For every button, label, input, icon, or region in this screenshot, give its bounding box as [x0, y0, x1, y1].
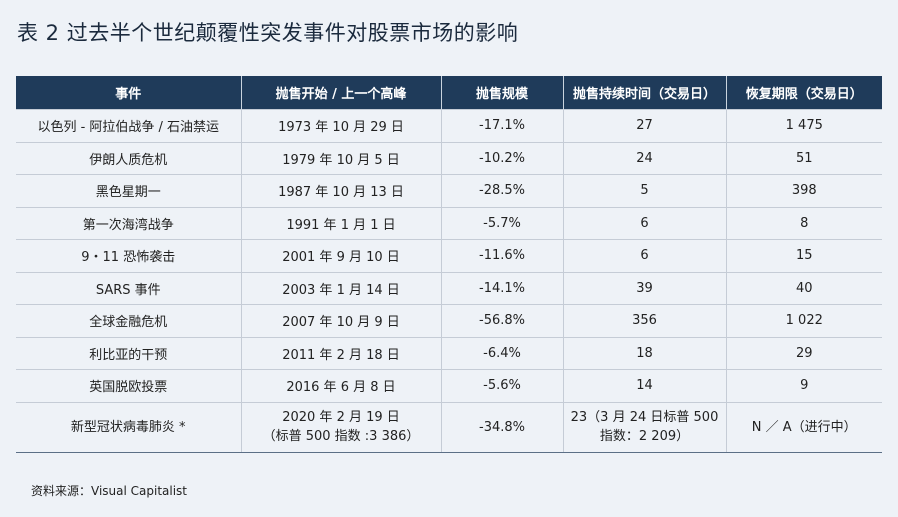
cell-scale: -10.2%: [440, 141, 563, 175]
cell-duration: 356: [562, 304, 726, 337]
cell-duration: 5: [562, 174, 726, 207]
cell-start: 2016 年 6 月 8 日: [240, 369, 441, 402]
table-header: 事件 抛售开始 / 上一个高峰 抛售规模 抛售持续时间（交易日） 恢复期限（交易…: [16, 76, 882, 110]
header-duration: 抛售持续时间（交易日）: [562, 76, 726, 110]
table-row: 9・11 恐怖袭击 2001 年 9 月 10 日 -11.6% 6 15: [16, 239, 882, 272]
cell-event: SARS 事件: [16, 271, 241, 305]
header-scale: 抛售规模: [440, 76, 563, 110]
table-body: 以色列 - 阿拉伯战争 / 石油禁运 1973 年 10 月 29 日 -17.…: [16, 109, 882, 453]
cell-duration: 39: [562, 271, 726, 305]
cell-scale: -5.6%: [440, 369, 563, 402]
impact-table: 事件 抛售开始 / 上一个高峰 抛售规模 抛售持续时间（交易日） 恢复期限（交易…: [16, 76, 882, 453]
cell-duration-line1: 23（3 月 24 日标普 500: [570, 410, 719, 425]
table-row: 利比亚的干预 2011 年 2 月 18 日 -6.4% 18 29: [16, 336, 882, 370]
cell-duration: 18: [562, 336, 726, 370]
cell-event: 9・11 恐怖袭击: [16, 239, 241, 272]
cell-event: 英国脱欧投票: [16, 369, 241, 402]
header-event: 事件: [16, 76, 241, 110]
cell-recovery: 8: [725, 206, 882, 240]
table-row: SARS 事件 2003 年 1 月 14 日 -14.1% 39 40: [16, 271, 882, 305]
cell-scale: -6.4%: [440, 336, 563, 370]
cell-start: 1987 年 10 月 13 日: [240, 174, 441, 207]
cell-scale: -56.8%: [440, 304, 563, 337]
header-row: 事件 抛售开始 / 上一个高峰 抛售规模 抛售持续时间（交易日） 恢复期限（交易…: [16, 76, 882, 110]
cell-recovery: N ／ A（进行中）: [725, 401, 882, 453]
cell-recovery: 9: [725, 369, 882, 402]
cell-scale: -17.1%: [440, 109, 563, 142]
cell-scale: -11.6%: [440, 239, 563, 272]
cell-start: 2011 年 2 月 18 日: [240, 336, 441, 370]
source-note: 资料来源：Visual Capitalist: [31, 484, 188, 498]
cell-recovery: 15: [725, 239, 882, 272]
cell-start: 1979 年 10 月 5 日: [240, 141, 441, 175]
cell-scale: -14.1%: [440, 271, 563, 305]
table-title: 表 2 过去半个世纪颠覆性突发事件对股票市场的影响: [17, 21, 519, 45]
table-row: 英国脱欧投票 2016 年 6 月 8 日 -5.6% 14 9: [16, 369, 882, 402]
cell-recovery: 1 022: [725, 304, 882, 337]
cell-start: 2001 年 9 月 10 日: [240, 239, 441, 272]
table-row: 第一次海湾战争 1991 年 1 月 1 日 -5.7% 6 8: [16, 206, 882, 240]
cell-start: 2020 年 2 月 19 日 （标普 500 指数 :3 386）: [240, 401, 441, 453]
cell-event: 利比亚的干预: [16, 336, 241, 370]
cell-duration: 24: [562, 141, 726, 175]
events-table: 事件 抛售开始 / 上一个高峰 抛售规模 抛售持续时间（交易日） 恢复期限（交易…: [16, 76, 882, 453]
cell-start-line1: 2020 年 2 月 19 日: [282, 410, 400, 425]
cell-duration: 23（3 月 24 日标普 500 指数：2 209）: [562, 401, 726, 453]
cell-duration: 14: [562, 369, 726, 402]
cell-event: 伊朗人质危机: [16, 141, 241, 175]
cell-recovery: 1 475: [725, 109, 882, 142]
cell-recovery: 51: [725, 141, 882, 175]
cell-start: 1991 年 1 月 1 日: [240, 206, 441, 240]
cell-start: 2003 年 1 月 14 日: [240, 271, 441, 305]
header-recovery: 恢复期限（交易日）: [725, 76, 882, 110]
cell-duration: 6: [562, 206, 726, 240]
cell-duration: 6: [562, 239, 726, 272]
table-row: 以色列 - 阿拉伯战争 / 石油禁运 1973 年 10 月 29 日 -17.…: [16, 109, 882, 142]
cell-scale: -28.5%: [440, 174, 563, 207]
table-row: 黑色星期一 1987 年 10 月 13 日 -28.5% 5 398: [16, 174, 882, 207]
cell-start: 2007 年 10 月 9 日: [240, 304, 441, 337]
header-start: 抛售开始 / 上一个高峰: [240, 76, 441, 110]
cell-duration-line2: 指数：2 209）: [599, 429, 690, 444]
cell-duration: 27: [562, 109, 726, 142]
cell-start-line2: （标普 500 指数 :3 386）: [262, 429, 420, 444]
cell-event: 黑色星期一: [16, 174, 241, 207]
table-row: 全球金融危机 2007 年 10 月 9 日 -56.8% 356 1 022: [16, 304, 882, 337]
table-row: 新型冠状病毒肺炎 * 2020 年 2 月 19 日 （标普 500 指数 :3…: [16, 401, 882, 453]
cell-event: 第一次海湾战争: [16, 206, 241, 240]
cell-event: 以色列 - 阿拉伯战争 / 石油禁运: [16, 109, 241, 142]
table-row: 伊朗人质危机 1979 年 10 月 5 日 -10.2% 24 51: [16, 141, 882, 175]
cell-start: 1973 年 10 月 29 日: [240, 109, 441, 142]
cell-scale: -34.8%: [440, 401, 563, 453]
cell-recovery: 29: [725, 336, 882, 370]
cell-scale: -5.7%: [440, 206, 563, 240]
cell-recovery: 40: [725, 271, 882, 305]
cell-event: 新型冠状病毒肺炎 *: [16, 401, 241, 453]
cell-recovery: 398: [725, 174, 882, 207]
cell-event: 全球金融危机: [16, 304, 241, 337]
